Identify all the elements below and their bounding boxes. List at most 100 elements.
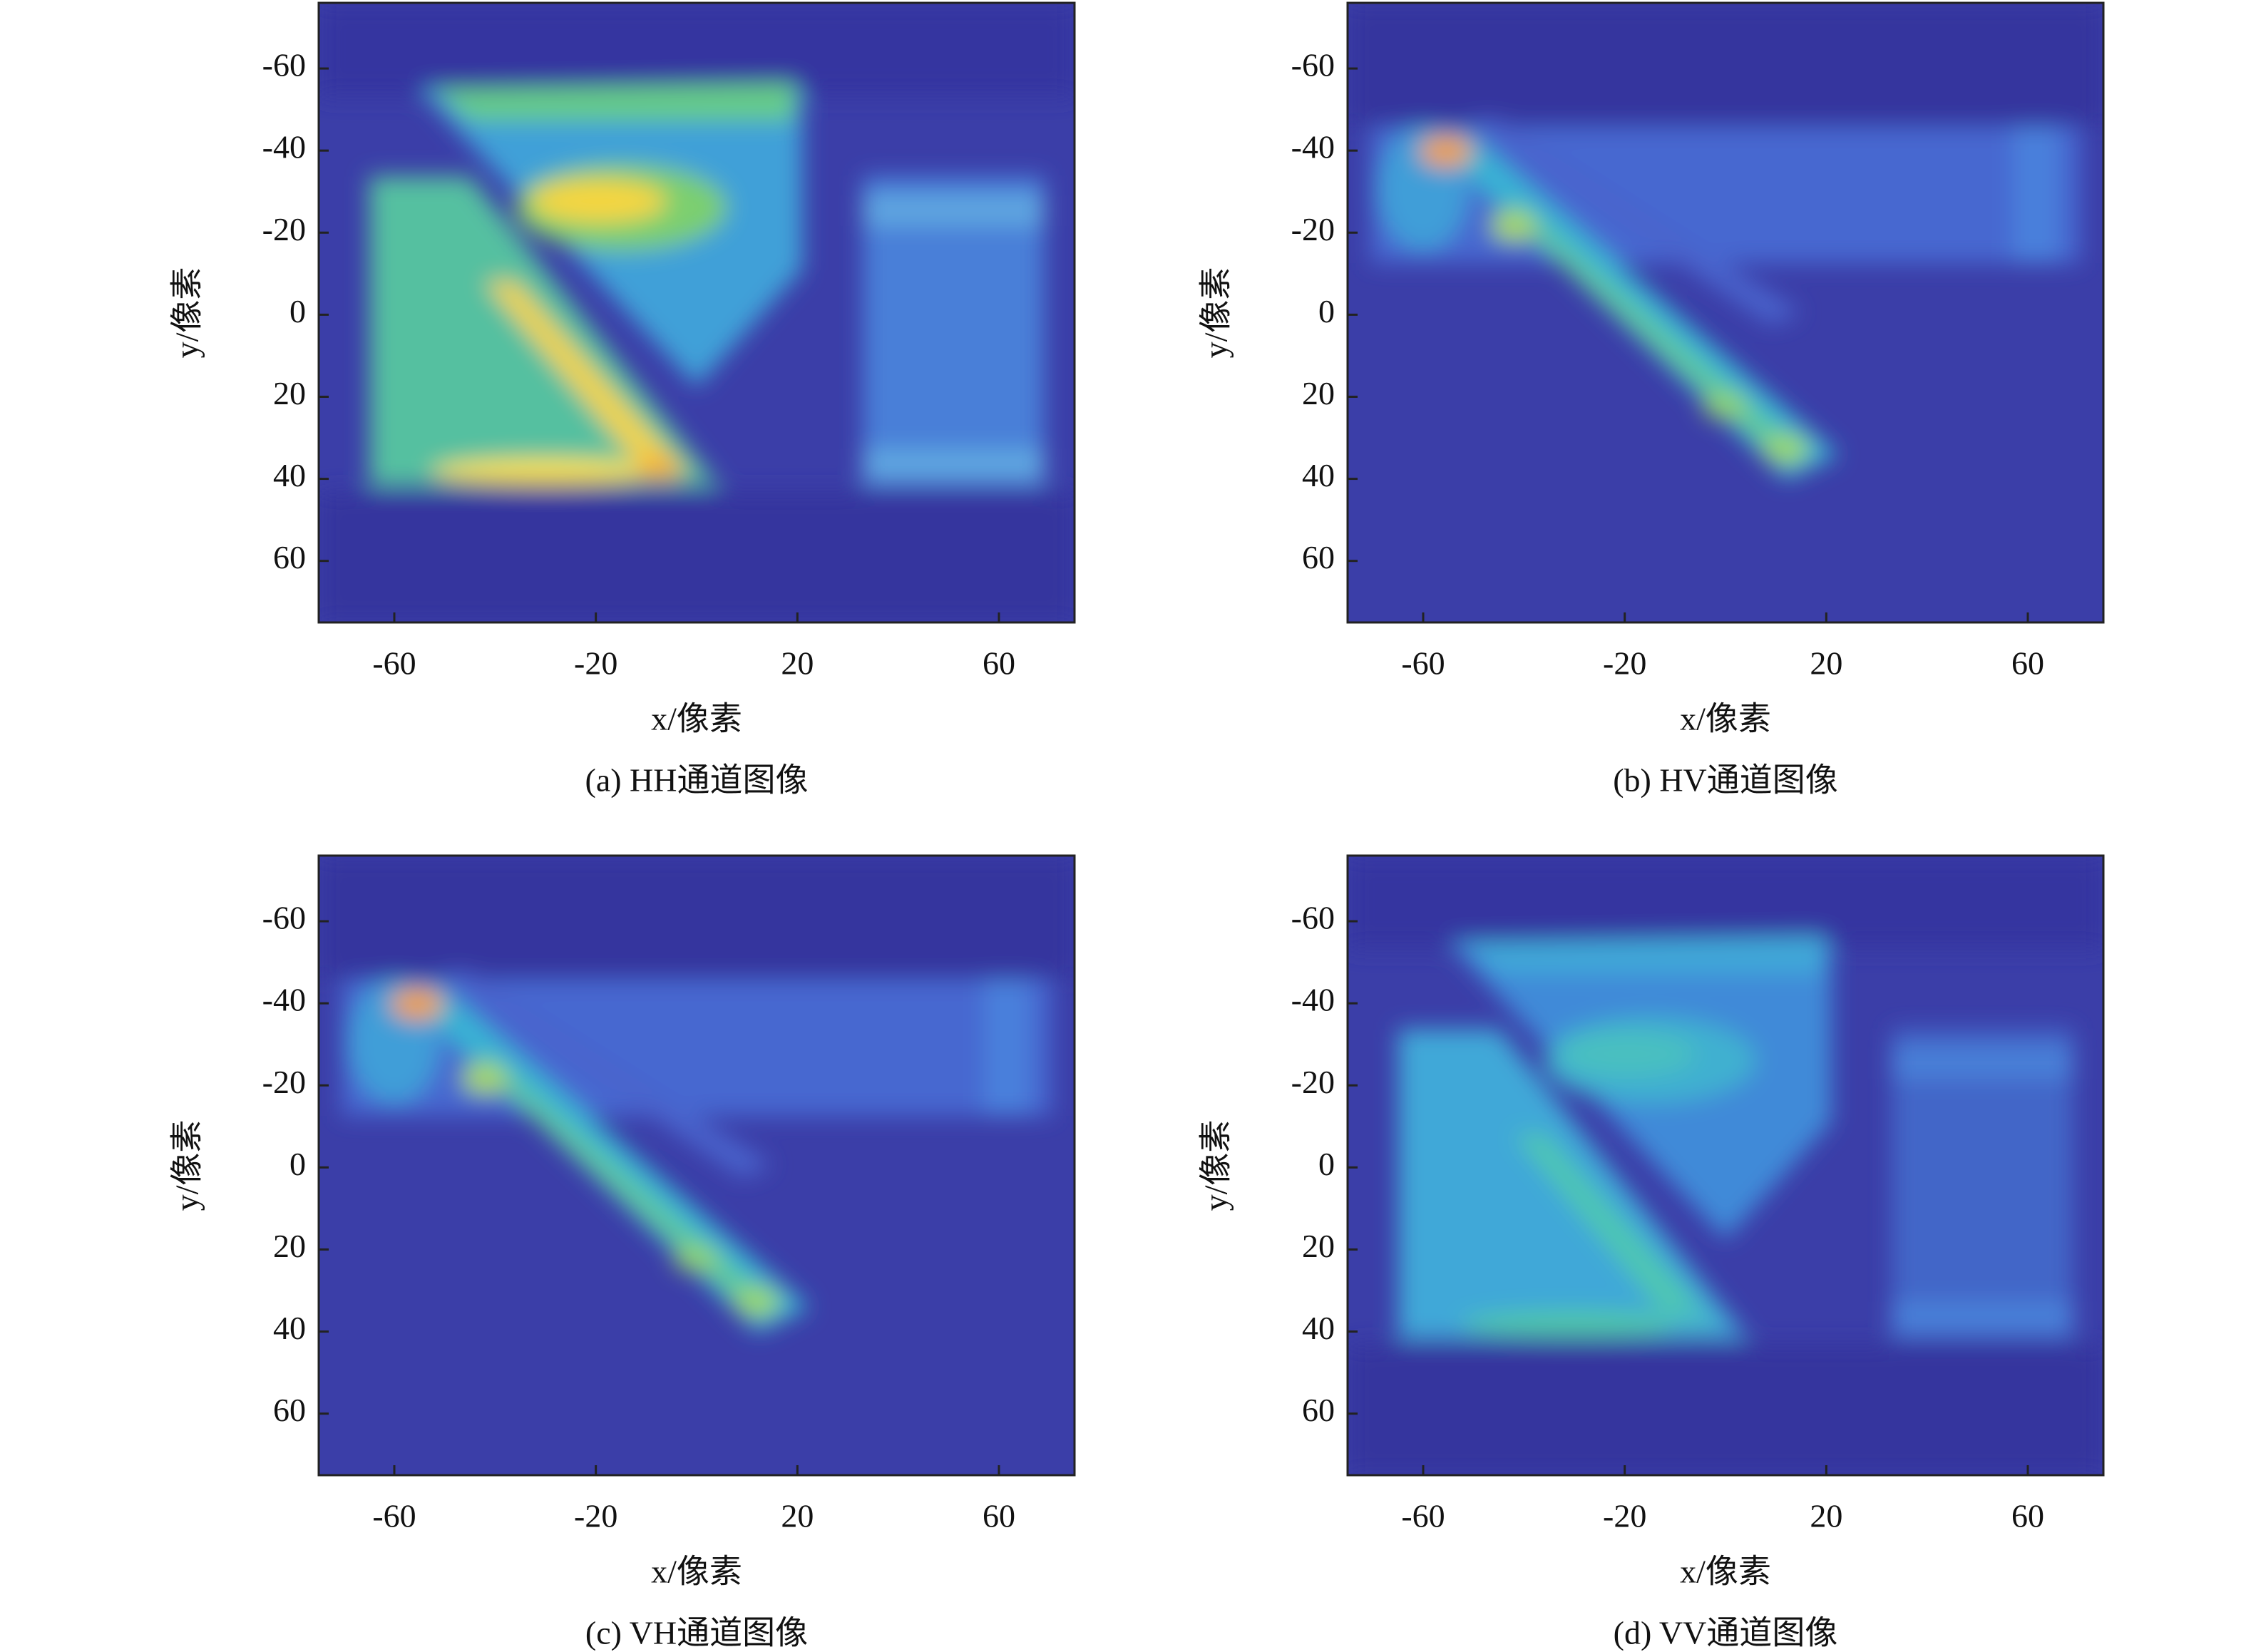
caption: (b) HV通道图像 [1613,762,1838,799]
y-axis-label: y/像素 [1198,267,1234,359]
heat-region [983,979,1030,1116]
y-axis-label: y/像素 [1198,1120,1234,1211]
heat-spot [530,179,667,223]
x-tick-label: -60 [1401,1498,1445,1534]
panel: -60 -20 20 60 -60 -40 -20 0 20 40 60 x/像素 y/像素 (c) VH… [169,854,1076,1651]
x-tick-label: 60 [983,1498,1015,1534]
y-tick-label: -40 [1291,982,1335,1018]
heat-region [1348,856,2103,949]
y-tick-label: 40 [1302,1310,1335,1346]
x-tick-label: -60 [1401,645,1445,682]
x-tick-label: 60 [2011,645,2044,682]
heat-spot [734,1286,780,1318]
heat-spot [1419,135,1472,168]
heat-region [1892,1029,2073,1339]
y-tick-label: 20 [1302,1228,1335,1264]
x-tick-label: 60 [983,645,1015,682]
caption: (a) HH通道图像 [585,762,809,799]
heat-spot [636,455,682,481]
y-tick-label: 20 [273,375,306,411]
x-tick-label: -20 [574,645,617,682]
y-tick-label: 60 [1302,1392,1335,1428]
heat-region [319,856,1075,980]
heat-region [1461,935,1824,974]
heat-region [1892,1301,2073,1333]
heat-spot [1491,210,1537,242]
y-tick-label: -60 [262,47,306,83]
panel: -60 -20 20 60 -60 -40 -20 0 20 40 60 x/像素 y/像素 (d) VV… [1198,854,2105,1651]
heatmap-texture [1348,3,2103,481]
heat-region [863,195,1045,226]
heat-region [1892,1047,2073,1079]
heatmap [1348,3,2103,622]
y-tick-label: -20 [1291,1064,1335,1100]
caption: (c) VH通道图像 [585,1615,808,1651]
heat-region [439,973,772,1178]
plot-frame [317,854,1076,1477]
heatmap [319,3,1075,622]
panel: -60 -20 20 60 -60 -40 -20 0 20 40 60 x/像素 y/像素 (b) HV… [1198,1,2105,799]
y-tick-label: 0 [289,293,306,329]
y-tick-label: 60 [273,1392,306,1428]
y-tick-label: 40 [273,457,306,493]
y-tick-label: 0 [1318,1146,1335,1182]
heat-spot [1763,433,1809,465]
heat-spot [462,1063,508,1094]
y-axis-label: y/像素 [169,267,205,359]
heat-region [863,448,1045,481]
heat-spot [1665,1308,1711,1333]
heat-spot [1703,391,1748,419]
y-tick-label: -60 [262,900,306,936]
heatmap-texture [319,856,1075,1333]
y-tick-label: 40 [273,1310,306,1346]
heatmap-texture [319,3,1075,622]
y-tick-label: -40 [1291,129,1335,165]
heat-spot [432,458,659,486]
y-tick-label: 60 [1302,539,1335,575]
heat-spot [674,1244,719,1272]
y-tick-label: -20 [262,211,306,247]
plot-frame [317,1,1076,624]
y-tick-label: -20 [1291,211,1335,247]
x-tick-label: 20 [781,1498,814,1534]
heat-spot [1559,1032,1696,1076]
y-tick-label: -40 [262,982,306,1018]
heat-region [1348,1345,2103,1475]
x-tick-label: -60 [372,1498,416,1534]
heat-region [319,3,1075,96]
y-tick-label: 0 [289,1146,306,1182]
heat-region [2012,126,2058,263]
y-axis-label: y/像素 [169,1120,205,1211]
caption: (d) VV通道图像 [1614,1615,1838,1651]
x-tick-label: -60 [372,645,416,682]
y-tick-label: -60 [1291,900,1335,936]
y-tick-label: -40 [262,129,306,165]
x-axis-label: x/像素 [651,701,742,737]
panel: -60 -20 20 60 -60 -40 -20 0 20 40 60 x/像素 y/像素 (a) HH… [169,1,1076,799]
x-tick-label: -20 [1603,645,1646,682]
y-tick-label: 40 [1302,457,1335,493]
plot-frame [1346,1,2105,624]
y-tick-label: -20 [262,1064,306,1100]
heat-region [319,492,1075,622]
y-tick-label: -60 [1291,47,1335,83]
heat-region [432,83,795,121]
heat-region [1468,120,1801,325]
heatmap [1348,856,2103,1475]
heat-region [1514,1134,1718,1333]
x-tick-label: 20 [781,645,814,682]
heat-spot [1461,1310,1688,1338]
plot-frame [1346,854,2105,1477]
y-tick-label: 60 [273,539,306,575]
x-tick-label: 20 [1810,1498,1842,1534]
x-tick-label: 20 [1810,645,1842,682]
heatmap-texture [1348,856,2103,1475]
x-axis-label: x/像素 [1680,1554,1771,1590]
y-tick-label: 0 [1318,293,1335,329]
x-axis-label: x/像素 [651,1554,742,1590]
x-tick-label: 60 [2011,1498,2044,1534]
heat-region [485,282,689,481]
heatmap [319,856,1075,1475]
y-tick-label: 20 [1302,375,1335,411]
